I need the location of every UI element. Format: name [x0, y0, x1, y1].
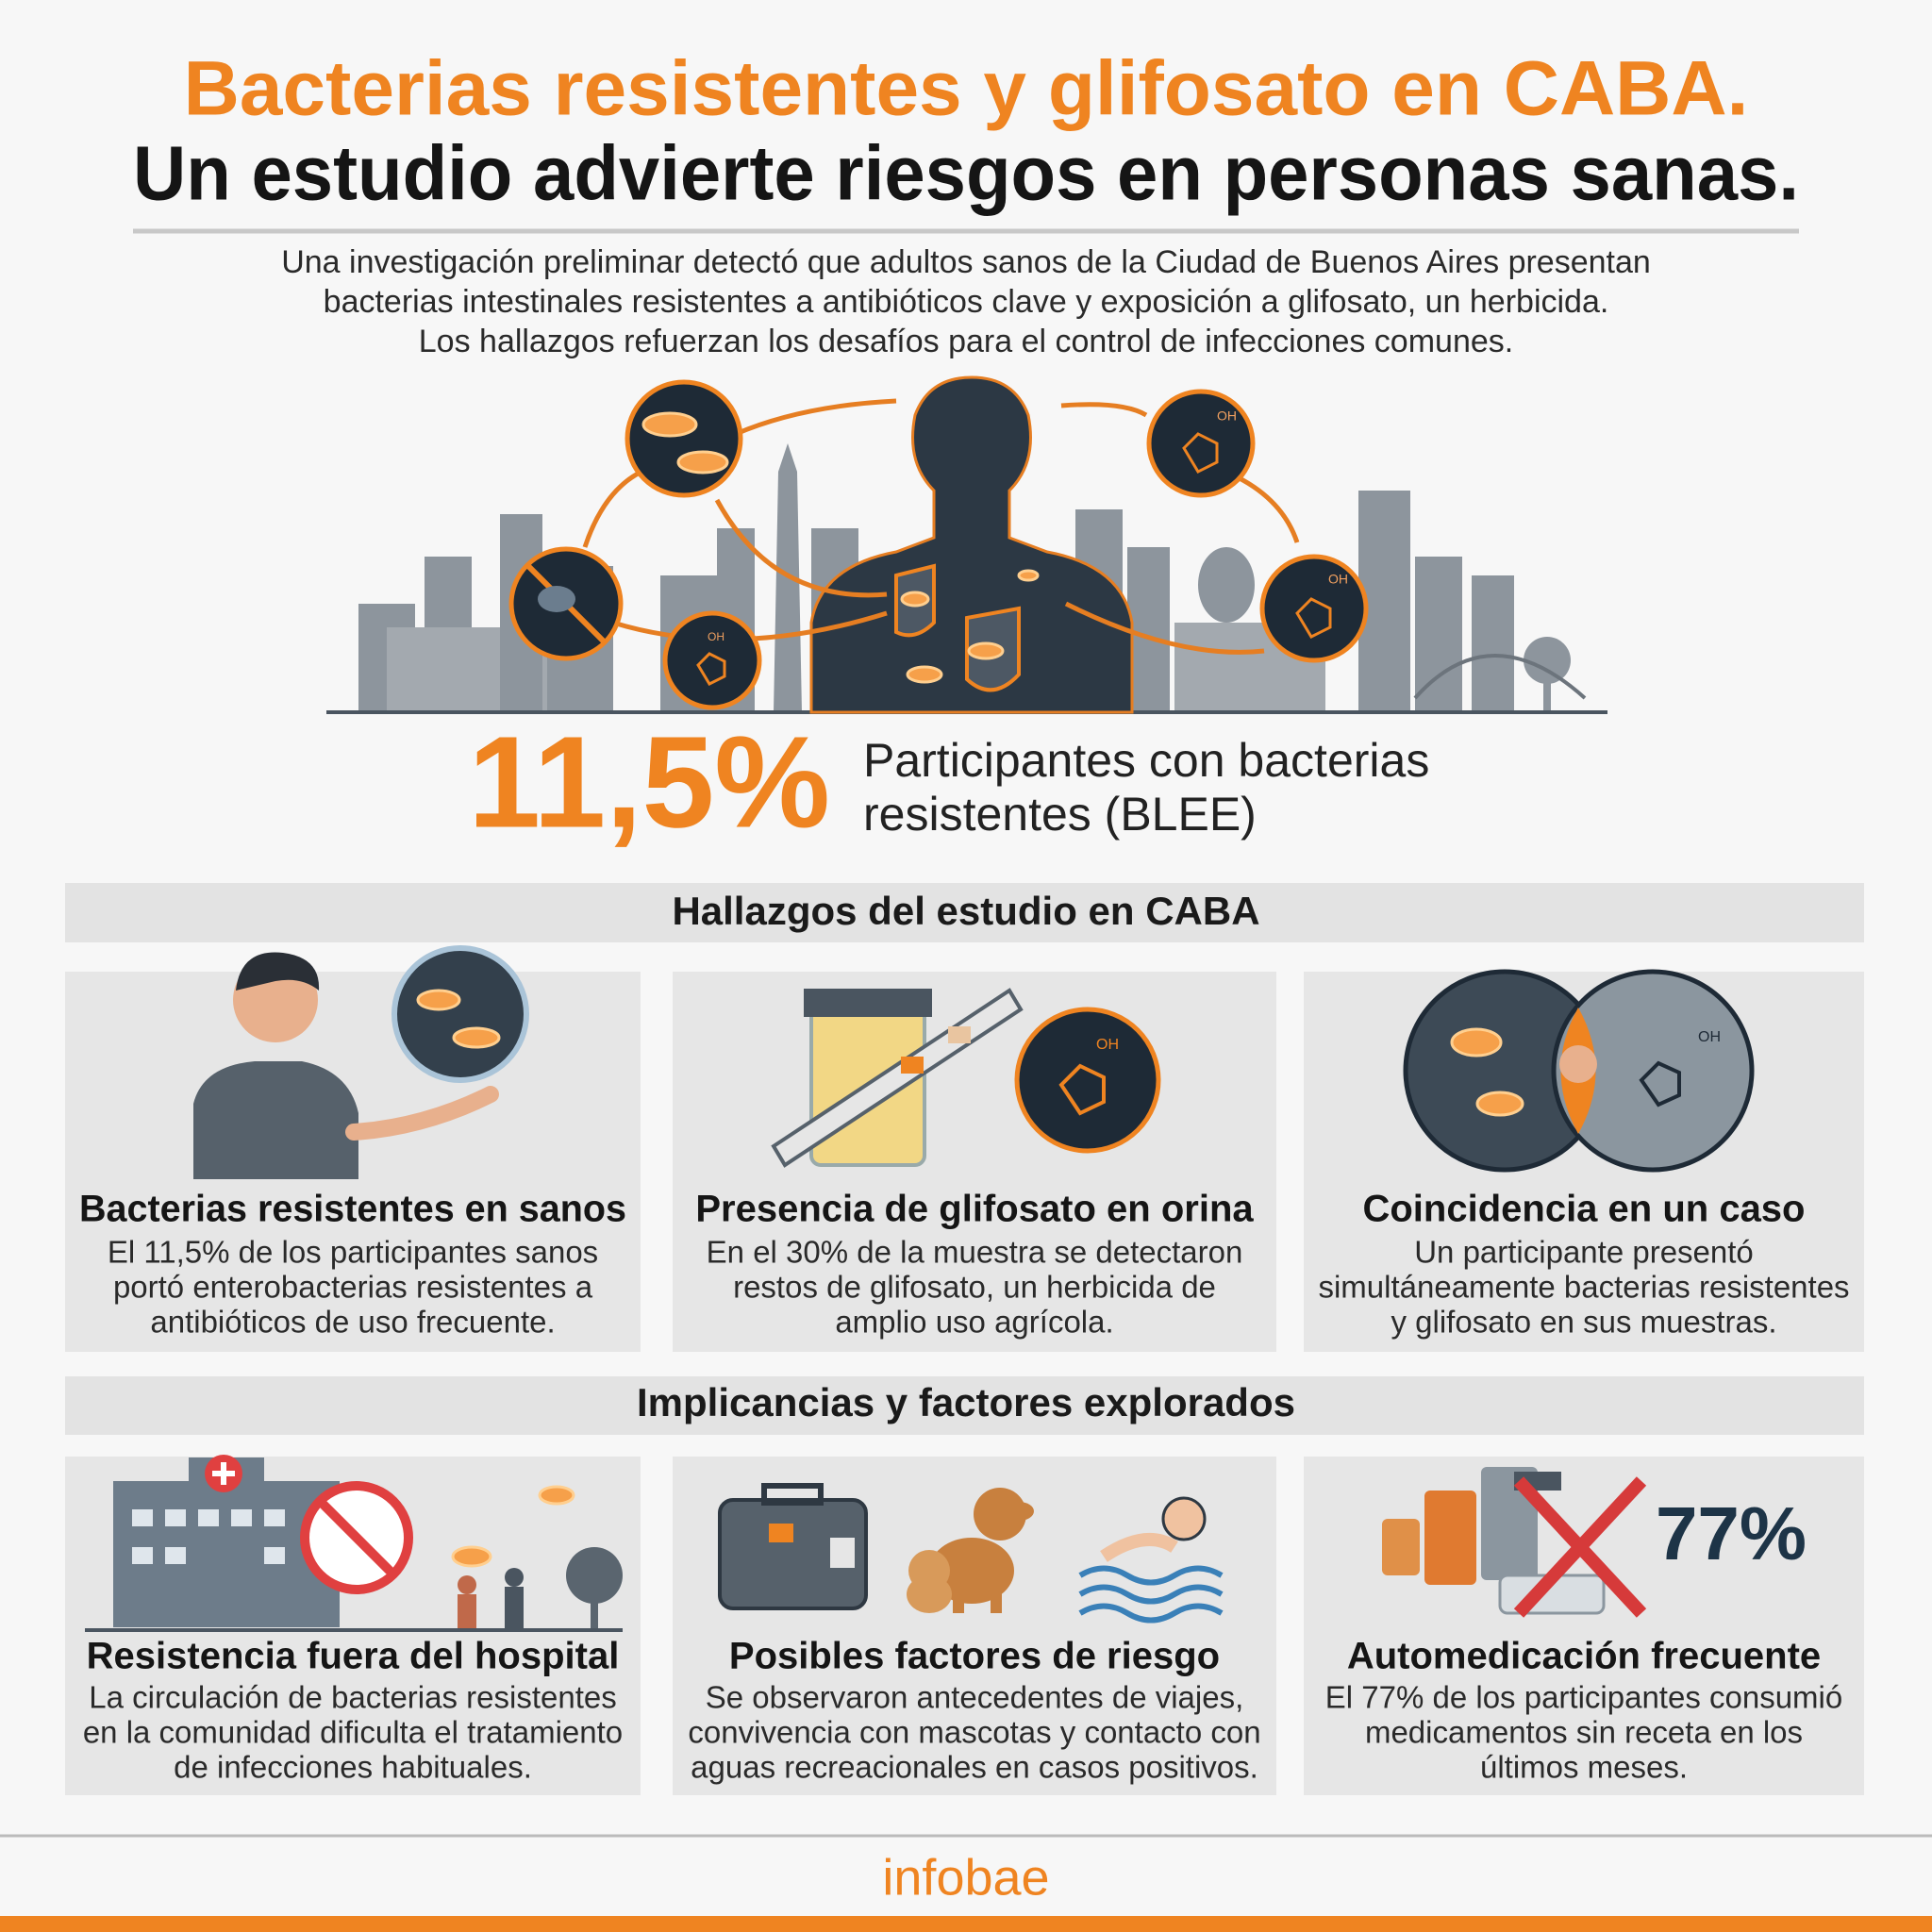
- card-text: Se observaron antecedentes de viajes,: [706, 1680, 1244, 1715]
- card-text: La circulación de bacterias resistentes: [89, 1680, 616, 1715]
- card-text: en la comunidad dificulta el tratamiento: [83, 1715, 623, 1750]
- card-text: antibióticos de uso frecuente.: [150, 1305, 555, 1340]
- card-title: Resistencia fuera del hospital: [87, 1636, 620, 1677]
- intro-line: Una investigación preliminar detectó que…: [281, 244, 1651, 280]
- footer-bar: [0, 1916, 1932, 1932]
- title: Bacterias resistentes y glifosato en CAB…: [184, 46, 1749, 132]
- card-illustration: 77%: [85, 1455, 1807, 1632]
- card-text: aguas recreacionales en casos positivos.: [691, 1750, 1258, 1785]
- section-bar: [65, 883, 1864, 942]
- card-text: amplio uso agrícola.: [835, 1305, 1113, 1340]
- highlight-label: Participantes con bacterias: [863, 734, 1429, 787]
- card-text: restos de glifosato, un herbicida de: [733, 1270, 1216, 1305]
- section-heading: Implicancias y factores explorados: [637, 1380, 1295, 1424]
- card-text: de infecciones habituales.: [174, 1750, 532, 1785]
- brand: infobae: [882, 1849, 1049, 1906]
- card-text: Un participante presentó: [1414, 1235, 1754, 1270]
- highlight-label: resistentes (BLEE): [863, 788, 1257, 841]
- card-text: El 11,5% de los participantes sanos: [108, 1235, 598, 1270]
- molecule-label: OH: [708, 630, 724, 643]
- card-text: portó enterobacterias resistentes a: [113, 1270, 593, 1305]
- card-title: Bacterias resistentes en sanos: [79, 1189, 626, 1230]
- card-title: Automedicación frecuente: [1347, 1636, 1821, 1677]
- intro-line: bacterias intestinales resistentes a ant…: [324, 284, 1609, 320]
- card-text: y glifosato en sus muestras.: [1391, 1305, 1776, 1340]
- section-bar: [65, 1376, 1864, 1435]
- stat-figure: 77%: [1656, 1491, 1807, 1575]
- card-title: Posibles factores de riesgo: [729, 1636, 1220, 1677]
- subtitle: Un estudio advierte riesgos en personas …: [133, 131, 1799, 217]
- card-text: últimos meses.: [1480, 1750, 1688, 1785]
- molecule-label: OH: [1096, 1037, 1119, 1053]
- card-text: medicamentos sin receta en los: [1365, 1715, 1803, 1750]
- section-heading: Hallazgos del estudio en CABA: [672, 889, 1259, 933]
- highlight-value: 11,5%: [468, 709, 830, 855]
- molecule-label: OH: [1328, 572, 1348, 587]
- molecule-label: OH: [1217, 408, 1237, 424]
- card-title: Presencia de glifosato en orina: [695, 1189, 1254, 1230]
- intro-line: Los hallazgos refuerzan los desafíos par…: [419, 324, 1513, 359]
- card-title: Coincidencia en un caso: [1362, 1189, 1805, 1230]
- card-text: En el 30% de la muestra se detectaron: [707, 1235, 1243, 1270]
- card-text: El 77% de los participantes consumió: [1325, 1680, 1842, 1715]
- card-text: convivencia con mascotas y contacto con: [688, 1715, 1260, 1750]
- card-illustration: OH OH: [193, 945, 1755, 1179]
- hero-illustration: OH OH OH: [326, 375, 1607, 714]
- card-text: simultáneamente bacterias resistentes: [1318, 1270, 1849, 1305]
- molecule-label: OH: [1698, 1029, 1721, 1045]
